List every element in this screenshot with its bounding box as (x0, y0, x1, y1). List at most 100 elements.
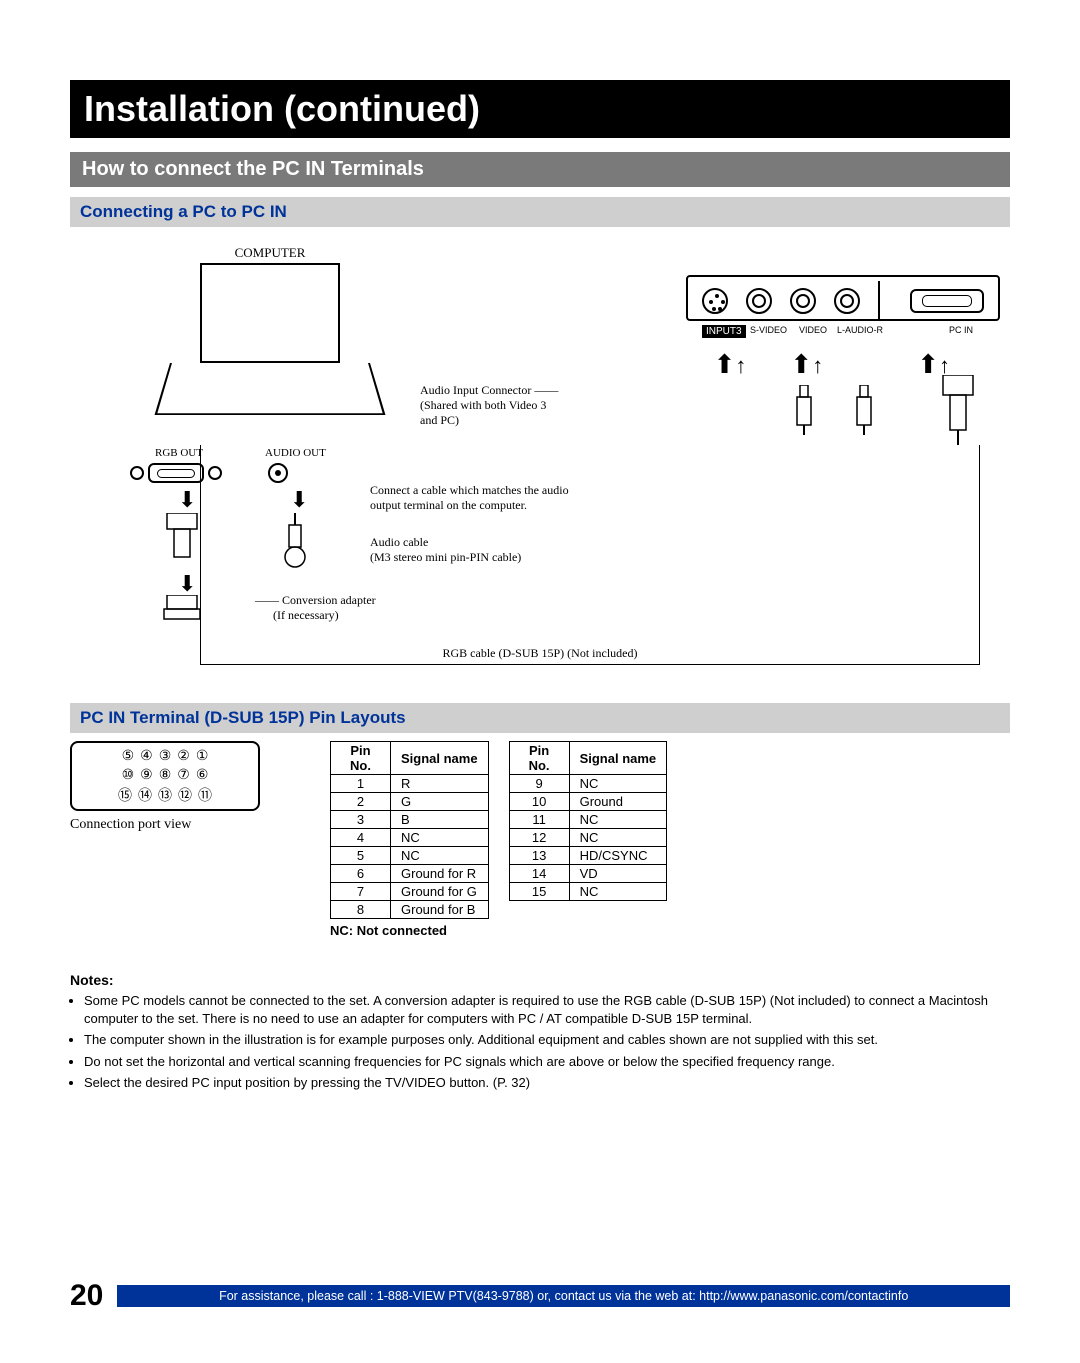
table-row: 7Ground for G (331, 883, 489, 901)
pin-circle: ⑨ (140, 766, 153, 783)
nc-note: NC: Not connected (330, 923, 1010, 938)
cell-signal: Ground for G (391, 883, 489, 901)
note-item: Select the desired PC input position by … (84, 1074, 1010, 1092)
cell-signal: NC (391, 847, 489, 865)
pin-circle: ② (177, 747, 190, 764)
page-number: 20 (70, 1279, 103, 1313)
cell-signal: G (391, 793, 489, 811)
audio-out-jack-icon (268, 463, 288, 483)
pin-table-left: Pin No. Signal name 1R2G3B4NC5NC6Ground … (330, 741, 489, 919)
cell-pin: 4 (331, 829, 391, 847)
cell-signal: NC (569, 775, 667, 793)
pin-row-1: ⑤④③②① (122, 747, 209, 764)
cell-signal: NC (569, 829, 667, 847)
cell-pin: 5 (331, 847, 391, 865)
pin-circle: ③ (159, 747, 172, 764)
svideo-label: S-VIDEO (750, 325, 787, 335)
note-item: The computer shown in the illustration i… (84, 1031, 1010, 1049)
table-row: 1R (331, 775, 489, 793)
cell-pin: 12 (509, 829, 569, 847)
pin-circle: ⑦ (177, 766, 190, 783)
cell-signal: Ground for R (391, 865, 489, 883)
note-item: Some PC models cannot be connected to th… (84, 992, 1010, 1027)
table-row: 9NC (509, 775, 667, 793)
audio-input-note: Audio Input Connector —— (Shared with bo… (420, 383, 558, 428)
computer-label: COMPUTER (170, 245, 370, 261)
connect-cable-note: Connect a cable which matches the audio … (370, 483, 569, 513)
video-jack-icon (746, 288, 772, 314)
pin-circle: ⑩ (122, 766, 135, 783)
cell-signal: HD/CSYNC (569, 847, 667, 865)
pin-circle: ⑪ (198, 785, 212, 805)
table-row: 13HD/CSYNC (509, 847, 667, 865)
cell-pin: 13 (509, 847, 569, 865)
audio-r-jack-icon (834, 288, 860, 314)
cell-signal: NC (391, 829, 489, 847)
footer-bar: For assistance, please call : 1-888-VIEW… (117, 1285, 1010, 1307)
rgb-out-port-icon (148, 463, 204, 483)
th-signal: Signal name (391, 742, 489, 775)
rca-plug-icon (794, 385, 814, 435)
cell-signal: B (391, 811, 489, 829)
pin-circle: ⑧ (159, 766, 172, 783)
pin-table-right: Pin No. Signal name 9NC10Ground11NC12NC1… (509, 741, 668, 901)
pin-circle: ⑥ (196, 766, 209, 783)
audio-cable-note: Audio cable (M3 stereo mini pin-PIN cabl… (370, 535, 521, 565)
cell-pin: 11 (509, 811, 569, 829)
pin-circle: ⑤ (122, 747, 135, 764)
cell-signal: R (391, 775, 489, 793)
cell-signal: Ground (569, 793, 667, 811)
rca-plug-icon (854, 385, 874, 435)
cell-signal: Ground for B (391, 901, 489, 919)
table-row: 12NC (509, 829, 667, 847)
section-header: How to connect the PC IN Terminals (70, 152, 1010, 187)
connection-diagram: COMPUTER INPUT3 S-VIDEO VIDEO L-AUDIO-R … (70, 235, 1010, 685)
video-label: VIDEO (799, 325, 827, 335)
vga-plug-icon (938, 375, 978, 445)
table-row: 3B (331, 811, 489, 829)
notes-list: Some PC models cannot be connected to th… (70, 992, 1010, 1092)
cell-signal: NC (569, 883, 667, 901)
audio-plug-icon (280, 513, 310, 569)
pin-circle: ⑫ (178, 785, 192, 805)
note-item: Do not set the horizontal and vertical s… (84, 1053, 1010, 1071)
table-row: 2G (331, 793, 489, 811)
pin-circle: ⑭ (138, 785, 152, 805)
th-signal: Signal name (569, 742, 667, 775)
pin-row-2: ⑩⑨⑧⑦⑥ (122, 766, 209, 783)
table-row: 6Ground for R (331, 865, 489, 883)
cell-pin: 10 (509, 793, 569, 811)
cell-pin: 8 (331, 901, 391, 919)
laptop-illustration: COMPUTER (170, 245, 370, 425)
table-row: 15NC (509, 883, 667, 901)
table-row: 10Ground (509, 793, 667, 811)
cell-pin: 2 (331, 793, 391, 811)
table-row: 11NC (509, 811, 667, 829)
pin-circle: ④ (140, 747, 153, 764)
input3-badge: INPUT3 (702, 325, 746, 338)
cell-pin: 15 (509, 883, 569, 901)
table-row: 5NC (331, 847, 489, 865)
tv-input-panel: INPUT3 S-VIDEO VIDEO L-AUDIO-R PC IN (686, 275, 1000, 321)
pcin-label: PC IN (949, 325, 973, 335)
pc-in-port-icon (910, 289, 984, 313)
pin-circle: ⑮ (118, 785, 132, 805)
rgb-out-label: RGB OUT (155, 447, 203, 459)
laudio-label: L-AUDIO-R (837, 325, 883, 335)
table-row: 4NC (331, 829, 489, 847)
pin-circle: ⑬ (158, 785, 172, 805)
cell-pin: 6 (331, 865, 391, 883)
vga-plug-icon (162, 513, 202, 573)
pin-circle: ① (196, 747, 209, 764)
pin-row-3: ⑮⑭⑬⑫⑪ (118, 785, 212, 805)
audio-out-label: AUDIO OUT (265, 447, 326, 459)
port-caption: Connection port view (70, 817, 310, 833)
cell-signal: NC (569, 811, 667, 829)
conversion-adapter-note: —— Conversion adapter (If necessary) (255, 593, 376, 623)
subsection-pinlayouts: PC IN Terminal (D-SUB 15P) Pin Layouts (70, 703, 1010, 733)
audio-l-jack-icon (790, 288, 816, 314)
table-row: 8Ground for B (331, 901, 489, 919)
cell-pin: 1 (331, 775, 391, 793)
cell-pin: 14 (509, 865, 569, 883)
subsection-connecting: Connecting a PC to PC IN (70, 197, 1010, 227)
